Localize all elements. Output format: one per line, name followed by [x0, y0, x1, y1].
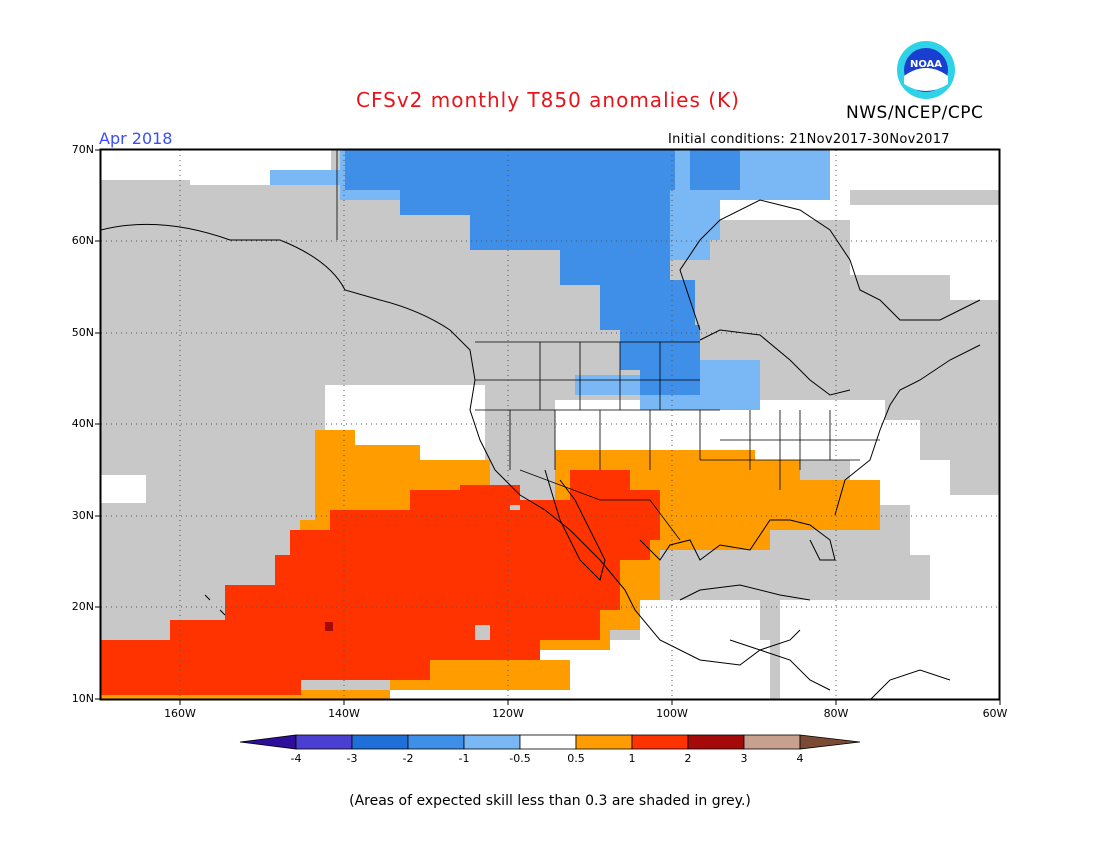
colorbar-segment	[575, 734, 633, 750]
warm-anomaly-red	[101, 470, 660, 695]
valid-month-label: Apr 2018	[99, 129, 173, 148]
lon-label: 160W	[164, 707, 196, 720]
colorbar-segment	[743, 734, 801, 750]
svg-text:NOAA: NOAA	[910, 59, 942, 70]
colorbar-label: 3	[740, 752, 748, 765]
colorbar-label: 4	[796, 752, 804, 765]
colorbar-label: -4	[290, 752, 302, 765]
colorbar-label: -2	[402, 752, 414, 765]
colorbar-segment	[519, 734, 577, 750]
map-title: CFSv2 monthly T850 anomalies (K)	[356, 88, 740, 112]
colorbar-segment	[687, 734, 745, 750]
colorbar-label: -0.5	[509, 752, 531, 765]
colorbar-segment-lt-4	[239, 734, 297, 750]
lon-label: 80W	[823, 707, 849, 720]
colorbar-label: -1	[458, 752, 470, 765]
colorbar-label: 2	[684, 752, 692, 765]
cold-anomaly-mid	[345, 150, 740, 395]
colorbar-segment	[295, 734, 353, 750]
lat-label: 60N	[71, 234, 94, 247]
axis-ticks	[95, 149, 1001, 705]
coastlines	[101, 199, 981, 699]
lat-label: 40N	[71, 417, 94, 430]
noaa-logo: NOAA	[897, 41, 955, 99]
initial-conditions-label: Initial conditions: 21Nov2017-30Nov2017	[668, 132, 950, 147]
political-borders	[336, 150, 880, 541]
colorbar-label: 1	[628, 752, 636, 765]
lat-label: 10N	[71, 692, 94, 705]
colorbar-label: -3	[346, 752, 358, 765]
lat-label: 70N	[71, 143, 94, 156]
lon-label: 140W	[328, 707, 360, 720]
lon-label: 120W	[492, 707, 524, 720]
colorbar	[239, 734, 861, 750]
organization-label: NWS/NCEP/CPC	[846, 103, 984, 123]
colorbar-label: 0.5	[567, 752, 585, 765]
colorbar-segment	[631, 734, 689, 750]
colorbar-segment	[351, 734, 409, 750]
lat-label: 30N	[71, 509, 94, 522]
lon-label: 100W	[656, 707, 688, 720]
warm-anomaly-dark-cell	[325, 622, 333, 631]
colorbar-segment	[463, 734, 521, 750]
skill-footnote: (Areas of expected skill less than 0.3 a…	[349, 793, 751, 809]
colorbar-segment	[407, 734, 465, 750]
colorbar-segment-gt-4	[799, 734, 861, 750]
lat-label: 50N	[71, 326, 94, 339]
lon-label: 60W	[982, 707, 1008, 720]
lat-label: 20N	[71, 600, 94, 613]
